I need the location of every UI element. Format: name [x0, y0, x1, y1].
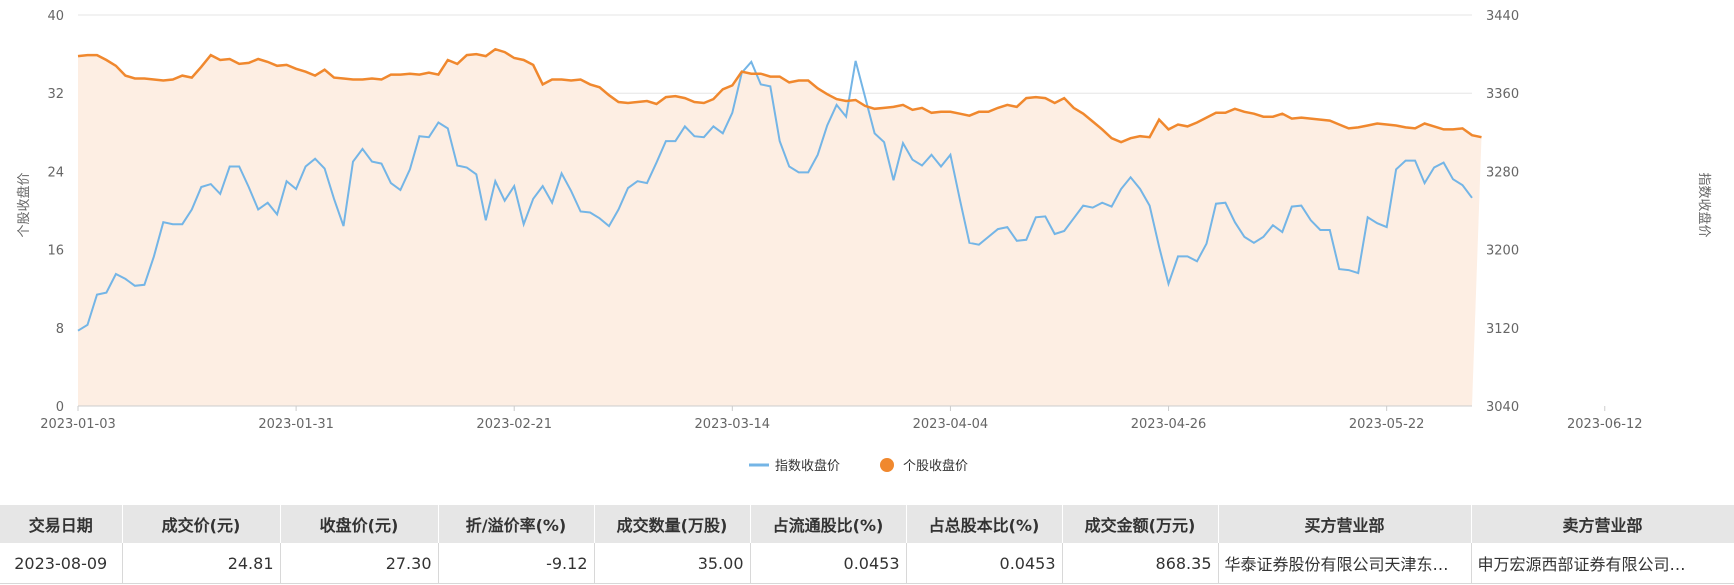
legend[interactable]: 指数收盘价 个股收盘价 — [749, 458, 968, 474]
series-lines — [77, 47, 1482, 332]
legend-label-stock: 个股收盘价 — [903, 458, 968, 474]
cell-trade-date: 2023-08-09 — [0, 543, 123, 584]
y-right-tick-label: 3280 — [1486, 165, 1519, 180]
x-tick-label: 2023-01-31 — [258, 417, 334, 432]
header-deal-price[interactable]: 成交价(元) — [122, 505, 281, 543]
stock-close-line — [77, 47, 1482, 144]
header-float-ratio[interactable]: 占流通股比(%) — [750, 505, 907, 543]
y-right-axis-title: 指数收盘价 — [1696, 172, 1712, 237]
header-seller[interactable]: 卖方营业部 — [1471, 505, 1734, 543]
y-left-tick-label: 40 — [47, 9, 64, 24]
header-close-price[interactable]: 收盘价(元) — [280, 505, 439, 543]
cell-amount: 868.35 — [1062, 543, 1219, 584]
y-left-tick-label: 24 — [47, 165, 64, 180]
y-right-tick-label: 3440 — [1486, 9, 1519, 24]
legend-dot-icon — [880, 458, 894, 472]
y-left-tick-label: 0 — [56, 400, 64, 415]
y-right-tick-label: 3120 — [1486, 322, 1519, 337]
cell-premium-rate: -9.12 — [438, 543, 595, 584]
cell-close-price: 27.30 — [280, 543, 439, 584]
x-tick-label: 2023-01-03 — [40, 417, 116, 432]
table-header-row: 交易日期 成交价(元) 收盘价(元) 折/溢价率(%) 成交数量(万股) 占流通… — [0, 505, 1734, 543]
y-left-tick-label: 8 — [56, 322, 64, 337]
legend-label-index: 指数收盘价 — [775, 458, 840, 474]
x-tick-label: 2023-03-14 — [695, 417, 771, 432]
cell-buyer[interactable]: 华泰证券股份有限公司天津东… — [1218, 543, 1472, 584]
cell-float-ratio: 0.0453 — [750, 543, 907, 584]
y-right-tick-label: 3200 — [1486, 244, 1519, 259]
y-right-tick-label: 3040 — [1486, 400, 1519, 415]
y-left-tick-label: 16 — [47, 244, 64, 259]
y-left-axis-title: 个股收盘价 — [16, 172, 32, 237]
legend-item-index[interactable]: 指数收盘价 — [749, 458, 840, 474]
cell-deal-price: 24.81 — [122, 543, 281, 584]
table-row: 2023-08-09 24.81 27.30 -9.12 35.00 0.045… — [0, 543, 1734, 584]
header-buyer[interactable]: 买方营业部 — [1218, 505, 1472, 543]
line-chart: 0 8 16 24 32 40 3040 3120 3200 3280 3360 3440 2023-0… — [16, 9, 1712, 474]
cell-volume: 35.00 — [594, 543, 751, 584]
header-volume[interactable]: 成交数量(万股) — [594, 505, 751, 543]
cell-seller[interactable]: 申万宏源西部证券有限公司… — [1471, 543, 1734, 584]
x-tick-label: 2023-05-22 — [1349, 417, 1425, 432]
header-premium-rate[interactable]: 折/溢价率(%) — [438, 505, 595, 543]
x-tick-label: 2023-06-12 — [1567, 417, 1643, 432]
cell-total-ratio: 0.0453 — [906, 543, 1063, 584]
index-close-line — [77, 60, 1473, 332]
header-trade-date[interactable]: 交易日期 — [0, 505, 123, 543]
block-trade-table: 交易日期 成交价(元) 收盘价(元) 折/溢价率(%) 成交数量(万股) 占流通… — [0, 505, 1734, 584]
y-right-tick-label: 3360 — [1486, 87, 1519, 102]
header-amount[interactable]: 成交金额(万元) — [1062, 505, 1219, 543]
header-total-ratio[interactable]: 占总股本比(%) — [906, 505, 1063, 543]
legend-item-stock[interactable]: 个股收盘价 — [880, 458, 968, 474]
axes: 0 8 16 24 32 40 3040 3120 3200 3280 3360 3440 2023-0… — [40, 9, 1643, 432]
x-tick-label: 2023-04-04 — [913, 417, 989, 432]
x-tick-label: 2023-02-21 — [476, 417, 552, 432]
y-left-tick-label: 32 — [47, 87, 64, 102]
x-tick-label: 2023-04-26 — [1131, 417, 1207, 432]
